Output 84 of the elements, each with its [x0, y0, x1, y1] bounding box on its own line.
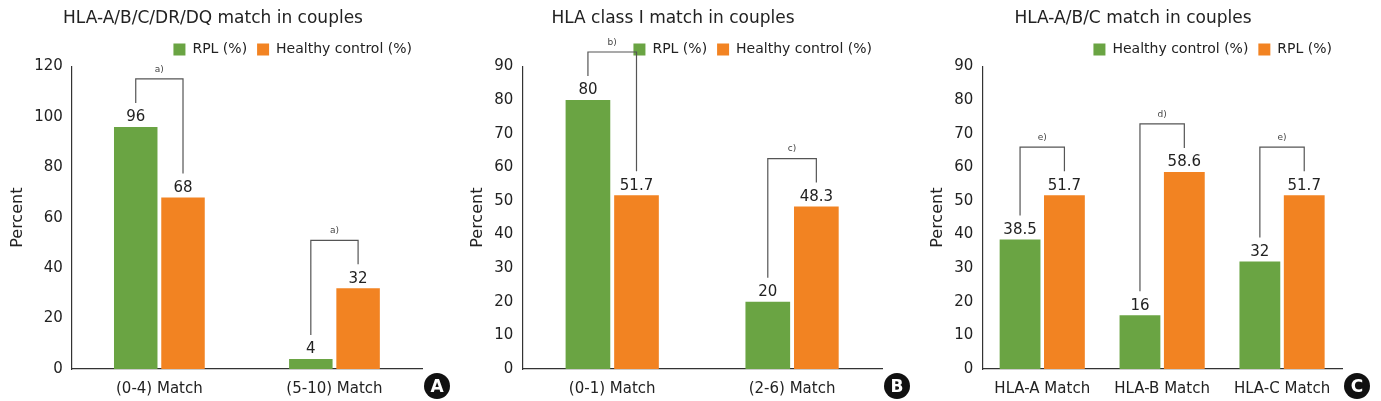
bar	[1044, 195, 1085, 369]
y-tick-label: 20	[494, 291, 514, 310]
bar	[1163, 171, 1205, 369]
data-label: 20	[758, 282, 778, 301]
data-label: 51.7	[619, 175, 654, 194]
annotation: a)	[154, 63, 164, 74]
y-tick-label: 0	[963, 358, 974, 377]
text: b)	[607, 36, 617, 47]
y-tick-label: 80	[43, 157, 63, 176]
data-label: 58.6	[1167, 152, 1202, 171]
bar	[289, 358, 333, 369]
legend-label: RPL (%)	[1277, 40, 1333, 57]
y-axis-title: Percent	[926, 187, 946, 248]
data-label: 48.3	[799, 187, 834, 205]
bar	[1239, 261, 1281, 369]
chart-title: HLA-A/B/C match in couples	[1014, 6, 1252, 27]
legend-label: Healthy control (%)	[736, 40, 873, 57]
y-tick-label: 30	[954, 258, 974, 277]
x-tick-label: (5-10) Match	[286, 378, 383, 397]
y-tick-label: 40	[43, 258, 63, 277]
y-tick-label: 20	[954, 291, 974, 310]
x-tick-label: HLA-A Match	[994, 378, 1091, 397]
data-label: 32	[1250, 241, 1270, 260]
annotation: c)	[787, 143, 797, 154]
data-label: 80	[578, 80, 598, 99]
data-label: 96	[126, 107, 146, 126]
data-label: 51.7	[1047, 175, 1082, 194]
y-tick-label: 20	[43, 308, 63, 327]
annotation: d)	[1157, 108, 1167, 119]
bar	[745, 301, 791, 369]
y-tick-label: 60	[43, 207, 63, 226]
data-label: 38.5	[1003, 219, 1037, 238]
y-tick-label: 50	[494, 190, 514, 209]
bar	[336, 288, 380, 369]
legend-label: Healthy control (%)	[1112, 40, 1249, 57]
y-tick-label: 10	[954, 325, 974, 344]
annotation: e)	[1037, 132, 1047, 143]
y-axis-title: Percent	[466, 187, 486, 248]
data-label: 4	[306, 339, 316, 358]
y-tick-label: 90	[494, 56, 514, 75]
y-tick-label: 70	[494, 123, 514, 142]
bar	[161, 197, 205, 369]
bar	[565, 100, 611, 369]
data-label: 32	[348, 268, 368, 287]
y-tick-label: 60	[494, 157, 514, 176]
y-tick-label: 60	[954, 157, 974, 176]
y-tick-label: 40	[494, 224, 514, 243]
bar	[794, 206, 839, 369]
y-tick-label: 40	[954, 224, 974, 243]
text: A	[424, 373, 450, 399]
x-tick-label: (0-4) Match	[116, 378, 203, 397]
y-axis-title: Percent	[6, 187, 26, 248]
y-tick-label: 80	[954, 89, 974, 108]
text: C	[1344, 373, 1370, 399]
legend-label: RPL (%)	[652, 40, 708, 57]
y-tick-label: 0	[503, 358, 514, 377]
text: B	[884, 373, 910, 399]
bar	[999, 239, 1041, 369]
chart-title: HLA class I match in couples	[551, 6, 795, 27]
bar	[113, 126, 158, 369]
bar	[1119, 315, 1161, 369]
y-tick-label: 10	[494, 325, 514, 344]
data-label: 16	[1130, 295, 1150, 314]
y-tick-label: 0	[53, 358, 63, 377]
legend-label: RPL (%)	[192, 40, 248, 57]
legend-label: Healthy control (%)	[276, 40, 413, 57]
y-tick-label: 50	[954, 190, 974, 209]
data-label: 51.7	[1287, 175, 1321, 194]
annotation: e)	[1277, 132, 1287, 143]
x-tick-label: HLA-B Match	[1114, 378, 1210, 397]
y-tick-label: 30	[494, 258, 514, 277]
x-tick-label: HLA-C Match	[1233, 378, 1331, 397]
x-tick-label: (2-6) Match	[748, 378, 836, 397]
y-tick-label: 90	[954, 56, 974, 75]
y-tick-label: 80	[494, 89, 514, 108]
bar	[614, 195, 659, 369]
y-tick-label: 70	[954, 123, 974, 142]
data-label: 68	[173, 177, 193, 196]
y-tick-label: 100	[34, 106, 63, 125]
y-tick-label: 120	[34, 56, 63, 75]
chart-title: HLA-A/B/C/DR/DQ match in couples	[63, 6, 364, 27]
annotation: a)	[329, 225, 339, 236]
bar	[1283, 195, 1325, 369]
x-tick-label: (0-1) Match	[568, 378, 656, 397]
